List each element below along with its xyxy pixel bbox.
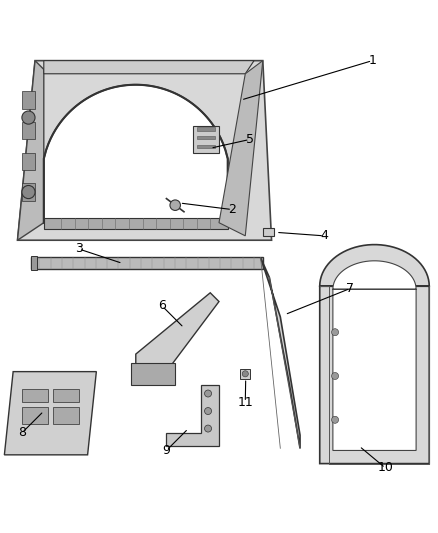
Polygon shape — [44, 61, 254, 74]
Polygon shape — [333, 261, 416, 450]
Text: 2: 2 — [228, 203, 236, 216]
Bar — [22, 183, 35, 201]
Text: 1: 1 — [368, 54, 376, 67]
Circle shape — [205, 408, 212, 415]
Polygon shape — [166, 385, 219, 446]
Bar — [197, 127, 215, 131]
Bar — [22, 152, 35, 170]
Circle shape — [332, 329, 339, 336]
Polygon shape — [219, 61, 263, 236]
Circle shape — [205, 390, 212, 397]
Bar — [197, 136, 215, 140]
Circle shape — [242, 371, 248, 377]
Bar — [31, 256, 37, 270]
Polygon shape — [44, 219, 228, 229]
Polygon shape — [18, 61, 272, 240]
Bar — [263, 228, 274, 236]
Text: 7: 7 — [346, 282, 354, 295]
Polygon shape — [320, 245, 429, 464]
Polygon shape — [4, 372, 96, 455]
Text: 10: 10 — [378, 462, 393, 474]
Bar — [22, 389, 48, 402]
Bar — [22, 407, 48, 424]
Text: 6: 6 — [158, 300, 166, 312]
Polygon shape — [131, 363, 175, 385]
Text: 4: 4 — [320, 229, 328, 243]
Circle shape — [22, 111, 35, 124]
Circle shape — [170, 200, 180, 211]
Bar — [197, 145, 215, 148]
Polygon shape — [44, 85, 228, 223]
Circle shape — [205, 425, 212, 432]
Text: 3: 3 — [75, 243, 83, 255]
Text: 11: 11 — [237, 396, 253, 409]
Circle shape — [332, 373, 339, 379]
Circle shape — [332, 416, 339, 423]
Bar — [240, 369, 250, 378]
Bar — [22, 122, 35, 140]
Polygon shape — [261, 258, 300, 448]
Text: 8: 8 — [18, 426, 26, 439]
Polygon shape — [136, 293, 219, 372]
Bar — [22, 91, 35, 109]
Bar — [53, 389, 79, 402]
Polygon shape — [31, 257, 263, 269]
Bar — [53, 407, 79, 424]
Polygon shape — [193, 126, 219, 152]
Text: 5: 5 — [246, 133, 254, 146]
Circle shape — [22, 185, 35, 199]
Polygon shape — [18, 61, 44, 240]
Text: 9: 9 — [162, 444, 170, 457]
